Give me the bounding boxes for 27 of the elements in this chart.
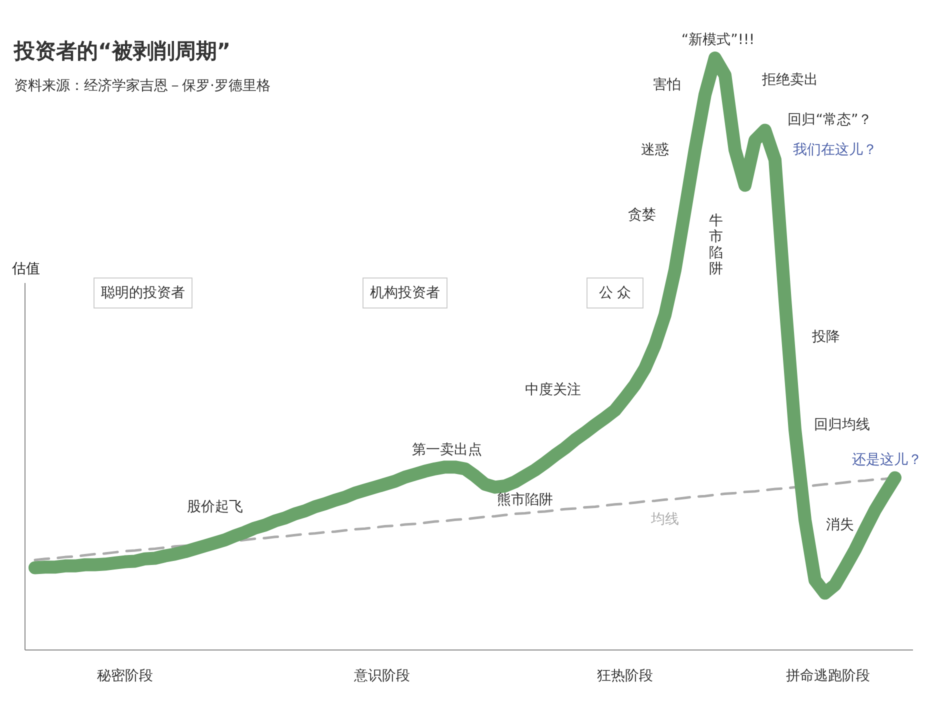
text: 拼命逃跑阶段 — [786, 668, 870, 684]
text: 资料来源：经济学家吉恩－保罗·罗德里格 — [14, 78, 270, 94]
text: 意识阶段 — [353, 668, 410, 684]
annotation: 害怕 — [653, 76, 681, 93]
annotation: 还是这儿？ — [852, 452, 922, 468]
annotation: 投降 — [811, 328, 840, 345]
text: 秘密阶段 — [97, 668, 153, 684]
annotation: 牛市陷阱 — [709, 212, 723, 277]
annotation: 公 众 — [598, 284, 632, 301]
chart-title: 投资者的“被剥削周期” — [13, 39, 231, 63]
annotation: 迷惑 — [641, 142, 669, 158]
annotation: 股价起飞 — [187, 498, 243, 515]
annotation: 贪婪 — [628, 206, 656, 223]
y-axis-title: 估值 — [11, 261, 40, 277]
text: “新模式”!!! — [681, 32, 755, 48]
annotation: 我们在这儿？ — [793, 142, 877, 158]
series-label: 均线 — [650, 512, 679, 528]
annotation: 拒绝卖出 — [761, 72, 818, 88]
annotation: 第一卖出点 — [412, 442, 482, 458]
annotation: 消失 — [826, 516, 854, 533]
annotation: 回归“常态”？ — [788, 112, 872, 128]
annotation: 聪明的投资者 — [101, 284, 185, 301]
text: 狂热阶段 — [597, 668, 653, 684]
annotation: 熊市陷阱 — [497, 492, 553, 508]
annotation: 机构投资者 — [370, 284, 440, 301]
annotation: 中度关注 — [525, 382, 581, 398]
annotation: 回归均线 — [814, 416, 870, 433]
